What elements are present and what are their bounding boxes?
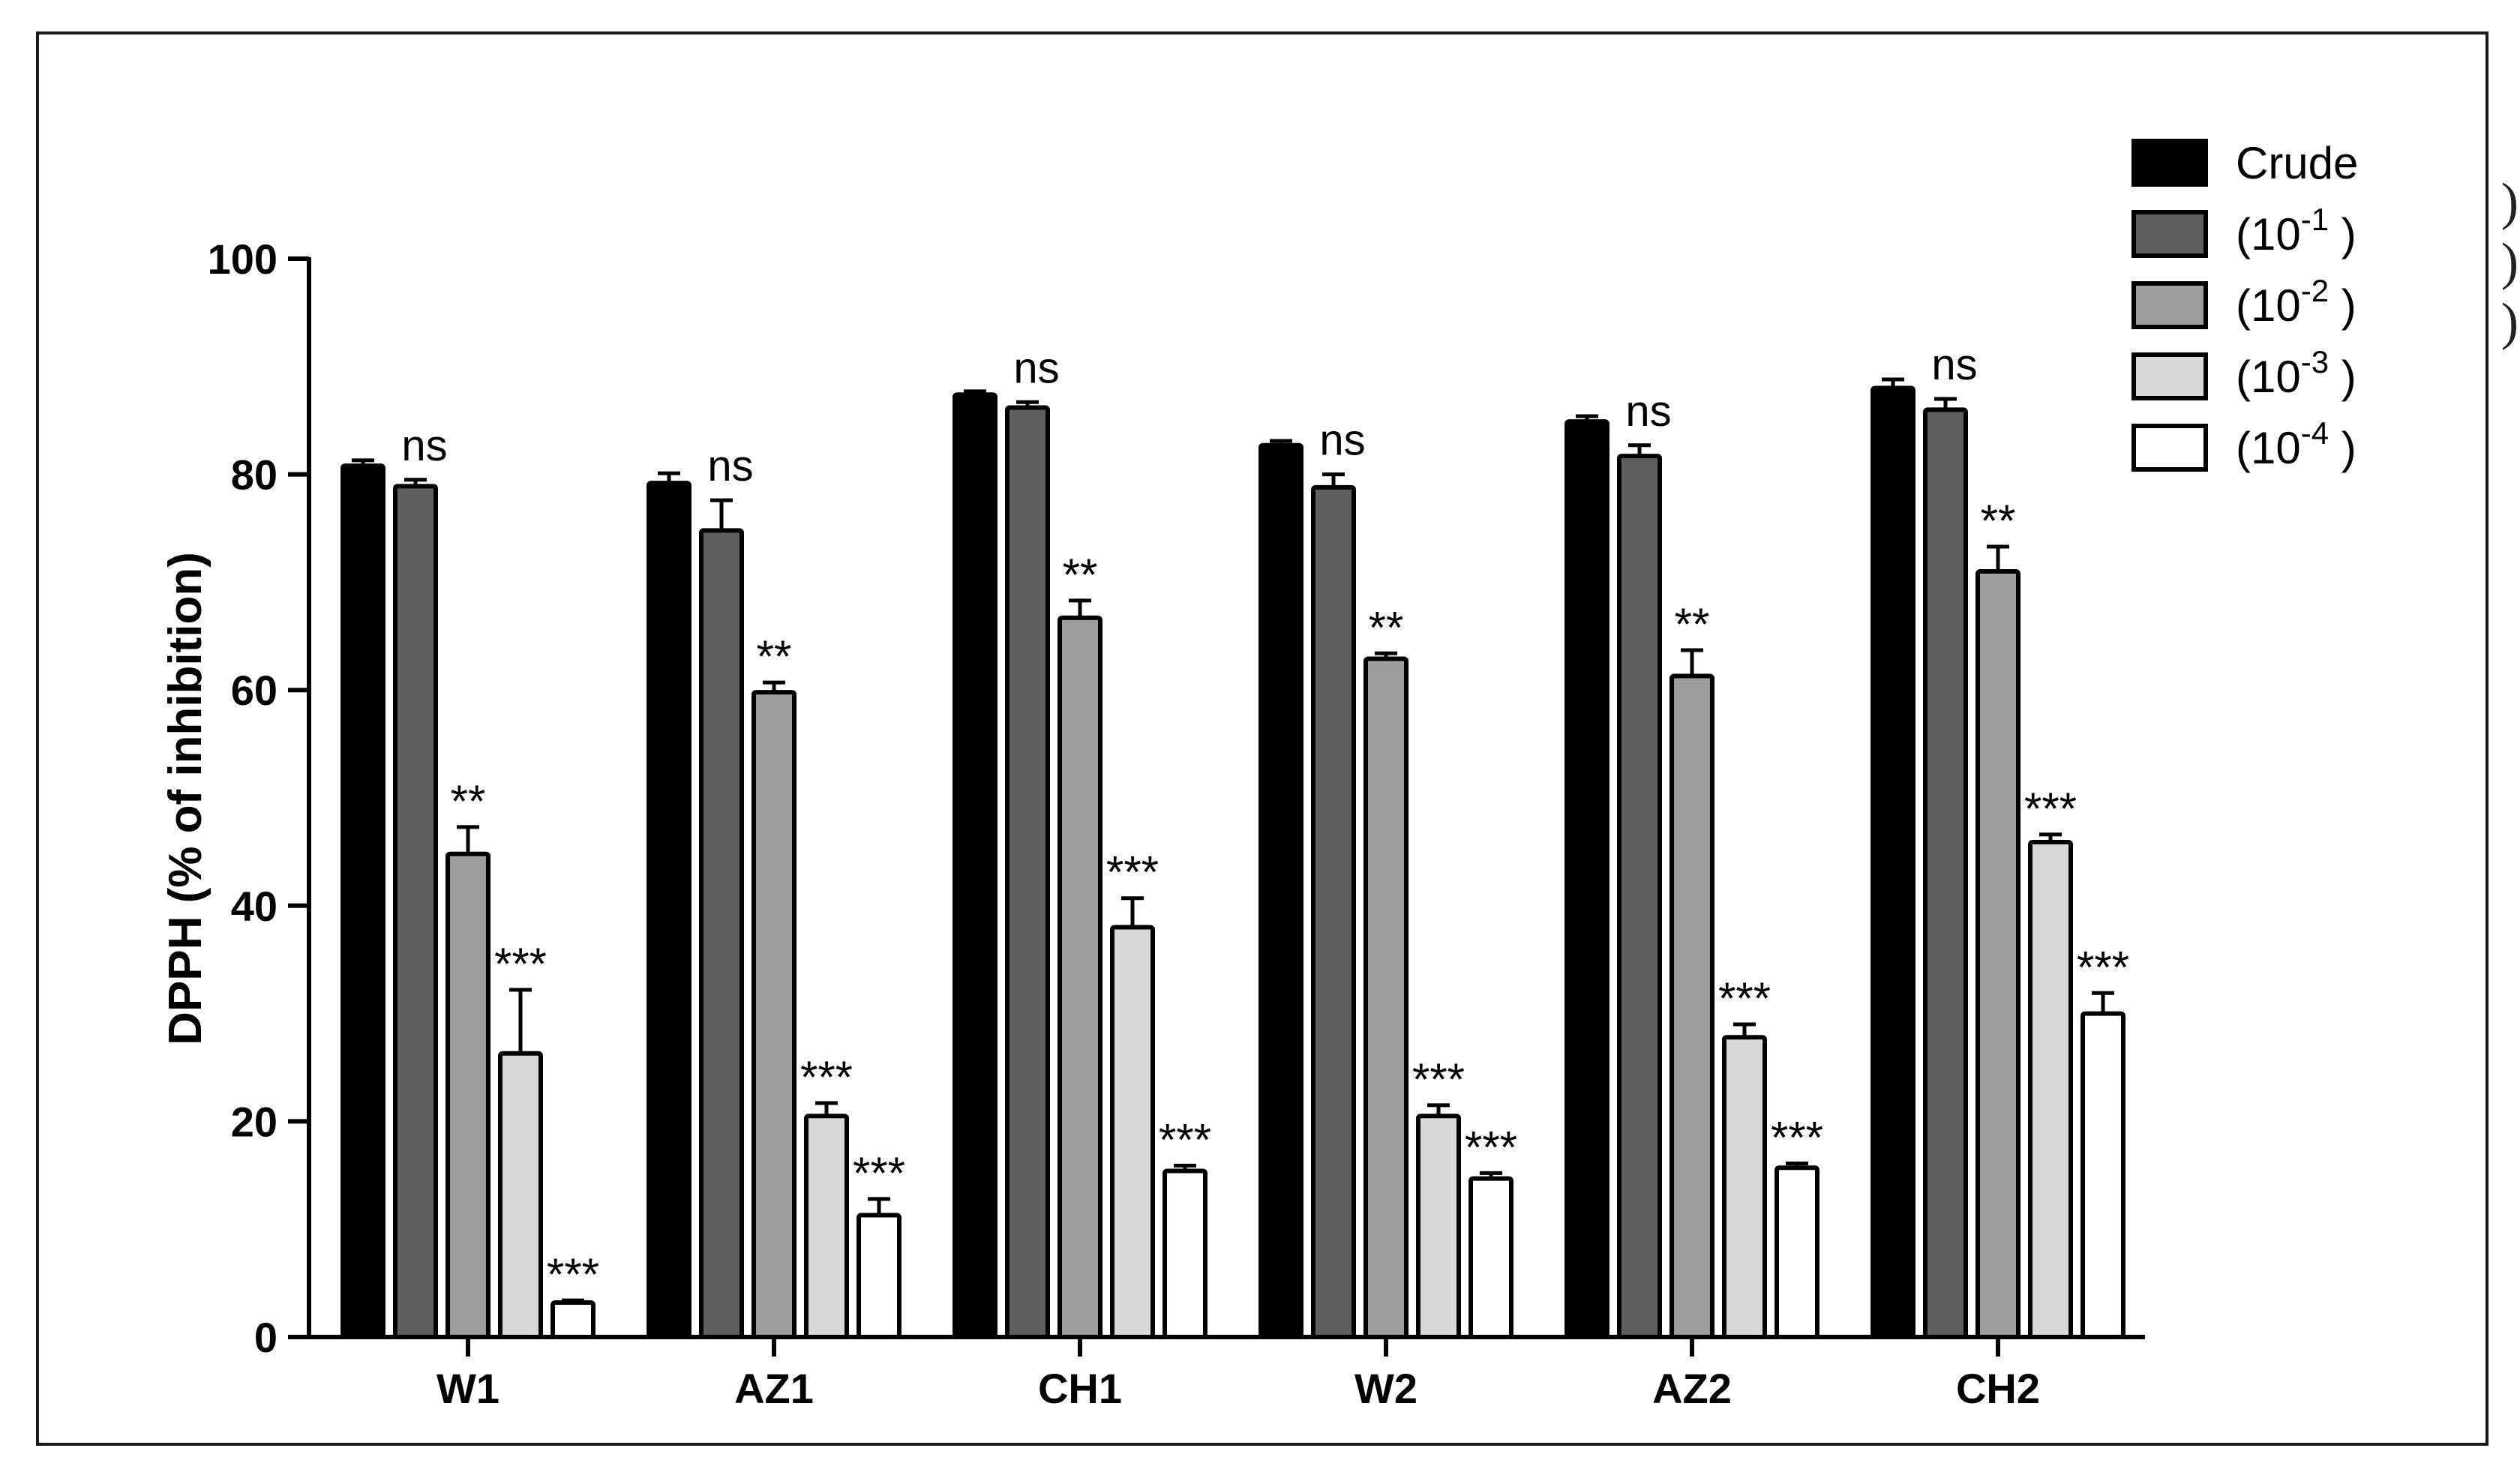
- significance-label: **: [1981, 496, 2016, 546]
- legend-label: (10-4 ): [2236, 415, 2356, 473]
- significance-label: ***: [1159, 1114, 1211, 1165]
- legend-label: (10-3 ): [2236, 344, 2356, 402]
- y-tick-label: 100: [208, 235, 278, 283]
- bar: [1722, 1035, 1767, 1339]
- bar: [1976, 569, 2020, 1339]
- y-tick-label: 0: [254, 1314, 278, 1361]
- bar: [2080, 1011, 2126, 1339]
- bar: [1564, 419, 1610, 1340]
- bar: [446, 851, 490, 1339]
- significance-label: **: [451, 776, 486, 826]
- legend-label: (10-1 ): [2236, 202, 2356, 259]
- x-tick-label: CH2: [1956, 1365, 2040, 1412]
- bar: [393, 484, 438, 1340]
- significance-label: **: [1063, 550, 1098, 600]
- edge-bracket-3: ): [2500, 293, 2518, 351]
- legend: Crude (10-1 ) (10-2 ) (10-3 ) (10-4 ): [2132, 138, 2358, 473]
- labels: ns********ns********ns********ns********…: [401, 340, 2129, 1300]
- bar: [804, 1114, 849, 1339]
- significance-label: **: [757, 631, 792, 682]
- y-tick-label: 60: [231, 667, 278, 714]
- significance-label: ns: [401, 421, 447, 470]
- x-tick-label: AZ2: [1652, 1365, 1732, 1412]
- edge-bracket-2: ): [2500, 233, 2518, 291]
- legend-swatch: [2132, 352, 2208, 400]
- x-tick-label: AZ1: [734, 1365, 814, 1412]
- bar: [699, 528, 744, 1339]
- bar: [1468, 1176, 1514, 1340]
- bar: [1110, 925, 1155, 1340]
- y-tick-label: 40: [231, 883, 278, 930]
- y-tick-label: 80: [231, 451, 278, 499]
- significance-label: ***: [800, 1052, 853, 1102]
- bar: [1617, 454, 1662, 1339]
- figure-frame: [36, 31, 2488, 1446]
- bar: [1923, 407, 1968, 1340]
- x-tick-label: W1: [436, 1365, 500, 1412]
- y-tick-label: 20: [231, 1098, 278, 1145]
- significance-label: **: [1369, 602, 1404, 652]
- bar: [1162, 1168, 1208, 1339]
- bar: [2028, 839, 2073, 1339]
- bar: [550, 1300, 596, 1340]
- significance-label: **: [1675, 599, 1710, 649]
- significance-label: ns: [1013, 343, 1059, 392]
- significance-label: ns: [1319, 416, 1365, 465]
- bar: [1774, 1165, 1820, 1340]
- legend-label: Crude: [2236, 138, 2358, 188]
- bar: [340, 463, 386, 1340]
- significance-label: ***: [2077, 942, 2129, 992]
- legend-label: (10-2 ): [2236, 273, 2356, 331]
- bar: [1364, 656, 1408, 1339]
- significance-label: ns: [707, 442, 753, 490]
- legend-swatch: [2132, 210, 2208, 258]
- legend-swatch: [2132, 281, 2208, 329]
- bar: [1670, 673, 1714, 1339]
- bar: [1311, 484, 1356, 1340]
- significance-label: ns: [1931, 340, 1977, 389]
- bar: [1870, 385, 1916, 1339]
- bar: [1058, 615, 1102, 1339]
- x-tick-label: CH1: [1038, 1365, 1122, 1412]
- significance-label: ***: [2024, 784, 2077, 834]
- x-tick-label: W2: [1354, 1365, 1418, 1412]
- bar: [498, 1051, 543, 1340]
- significance-label: ***: [1412, 1054, 1465, 1105]
- axes: 0 20 40 60 80 100 W1 AZ1 CH1 W2 AZ2 CH2: [208, 235, 2145, 1412]
- legend-swatch: [2132, 424, 2208, 472]
- bar: [1416, 1114, 1461, 1339]
- edge-bracket-1: ): [2500, 173, 2518, 231]
- significance-label: ns: [1625, 387, 1671, 436]
- significance-label: ***: [853, 1148, 905, 1198]
- bar: [646, 481, 692, 1339]
- bar: [752, 690, 796, 1339]
- bar: [1258, 442, 1304, 1339]
- significance-label: ***: [1771, 1112, 1823, 1162]
- bars: [340, 377, 2126, 1340]
- legend-swatch: [2132, 139, 2208, 187]
- significance-label: ***: [1106, 847, 1159, 898]
- significance-label: ***: [494, 939, 547, 989]
- significance-label: ***: [1465, 1122, 1517, 1172]
- bar: [856, 1213, 902, 1339]
- bar: [952, 392, 998, 1339]
- y-axis-label: DPPH (% of inhibition): [160, 552, 212, 1045]
- significance-label: ***: [547, 1249, 599, 1300]
- bar: [1005, 405, 1050, 1339]
- significance-label: ***: [1718, 973, 1771, 1024]
